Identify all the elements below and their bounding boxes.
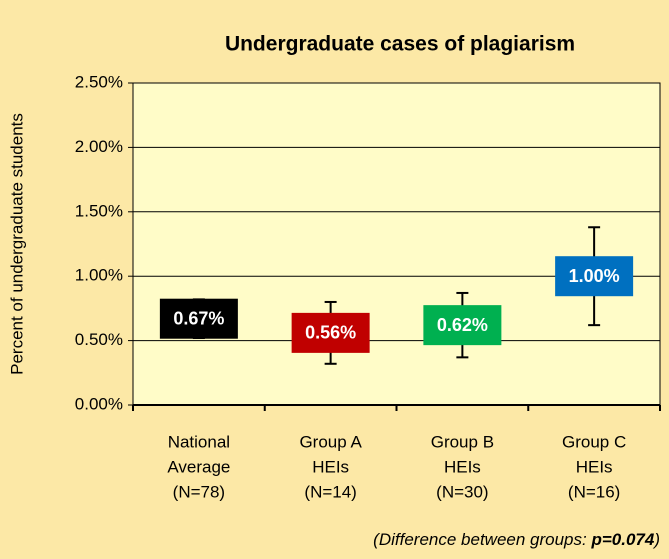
annotation-text: ) (652, 530, 660, 549)
point-box (555, 256, 634, 297)
x-tick-label: (N=78) (173, 482, 225, 501)
y-tick-label: 2.50% (75, 72, 123, 91)
plot-area (132, 82, 661, 406)
y-axis-label: Percent of undergraduate students (7, 113, 26, 375)
y-tick-label: 0.00% (75, 394, 123, 413)
x-tick-label: Average (167, 457, 230, 476)
y-tick-label: 1.00% (75, 266, 123, 285)
x-tick-label: HEIs (312, 457, 349, 476)
value-label: 0.67% (173, 308, 224, 328)
x-tick-label: Group C (562, 432, 626, 451)
y-tick-label: 1.50% (75, 201, 123, 220)
value-label: 0.62% (437, 315, 488, 335)
chart-title: Undergraduate cases of plagiarism (225, 33, 575, 56)
y-tick-label: 2.00% (75, 137, 123, 156)
annotation-text: (Difference between groups: (373, 530, 591, 549)
x-tick-label: National (168, 432, 230, 451)
x-tick-label: (N=30) (436, 482, 488, 501)
annotation: (Difference between groups: p=0.074) (373, 530, 660, 549)
x-tick-label: (N=16) (568, 482, 620, 501)
point-box (291, 312, 370, 353)
x-tick-label: HEIs (576, 457, 613, 476)
point-box (159, 298, 238, 339)
x-tick-label: Group B (431, 432, 494, 451)
x-tick-label: (N=14) (304, 482, 356, 501)
value-label: 0.56% (305, 323, 356, 343)
x-tick-label: HEIs (444, 457, 481, 476)
point-box (423, 305, 502, 346)
x-tick-label: Group A (299, 432, 362, 451)
value-label: 1.00% (569, 266, 620, 286)
annotation-p: p=0.074 (590, 530, 654, 549)
y-tick-label: 0.50% (75, 330, 123, 349)
